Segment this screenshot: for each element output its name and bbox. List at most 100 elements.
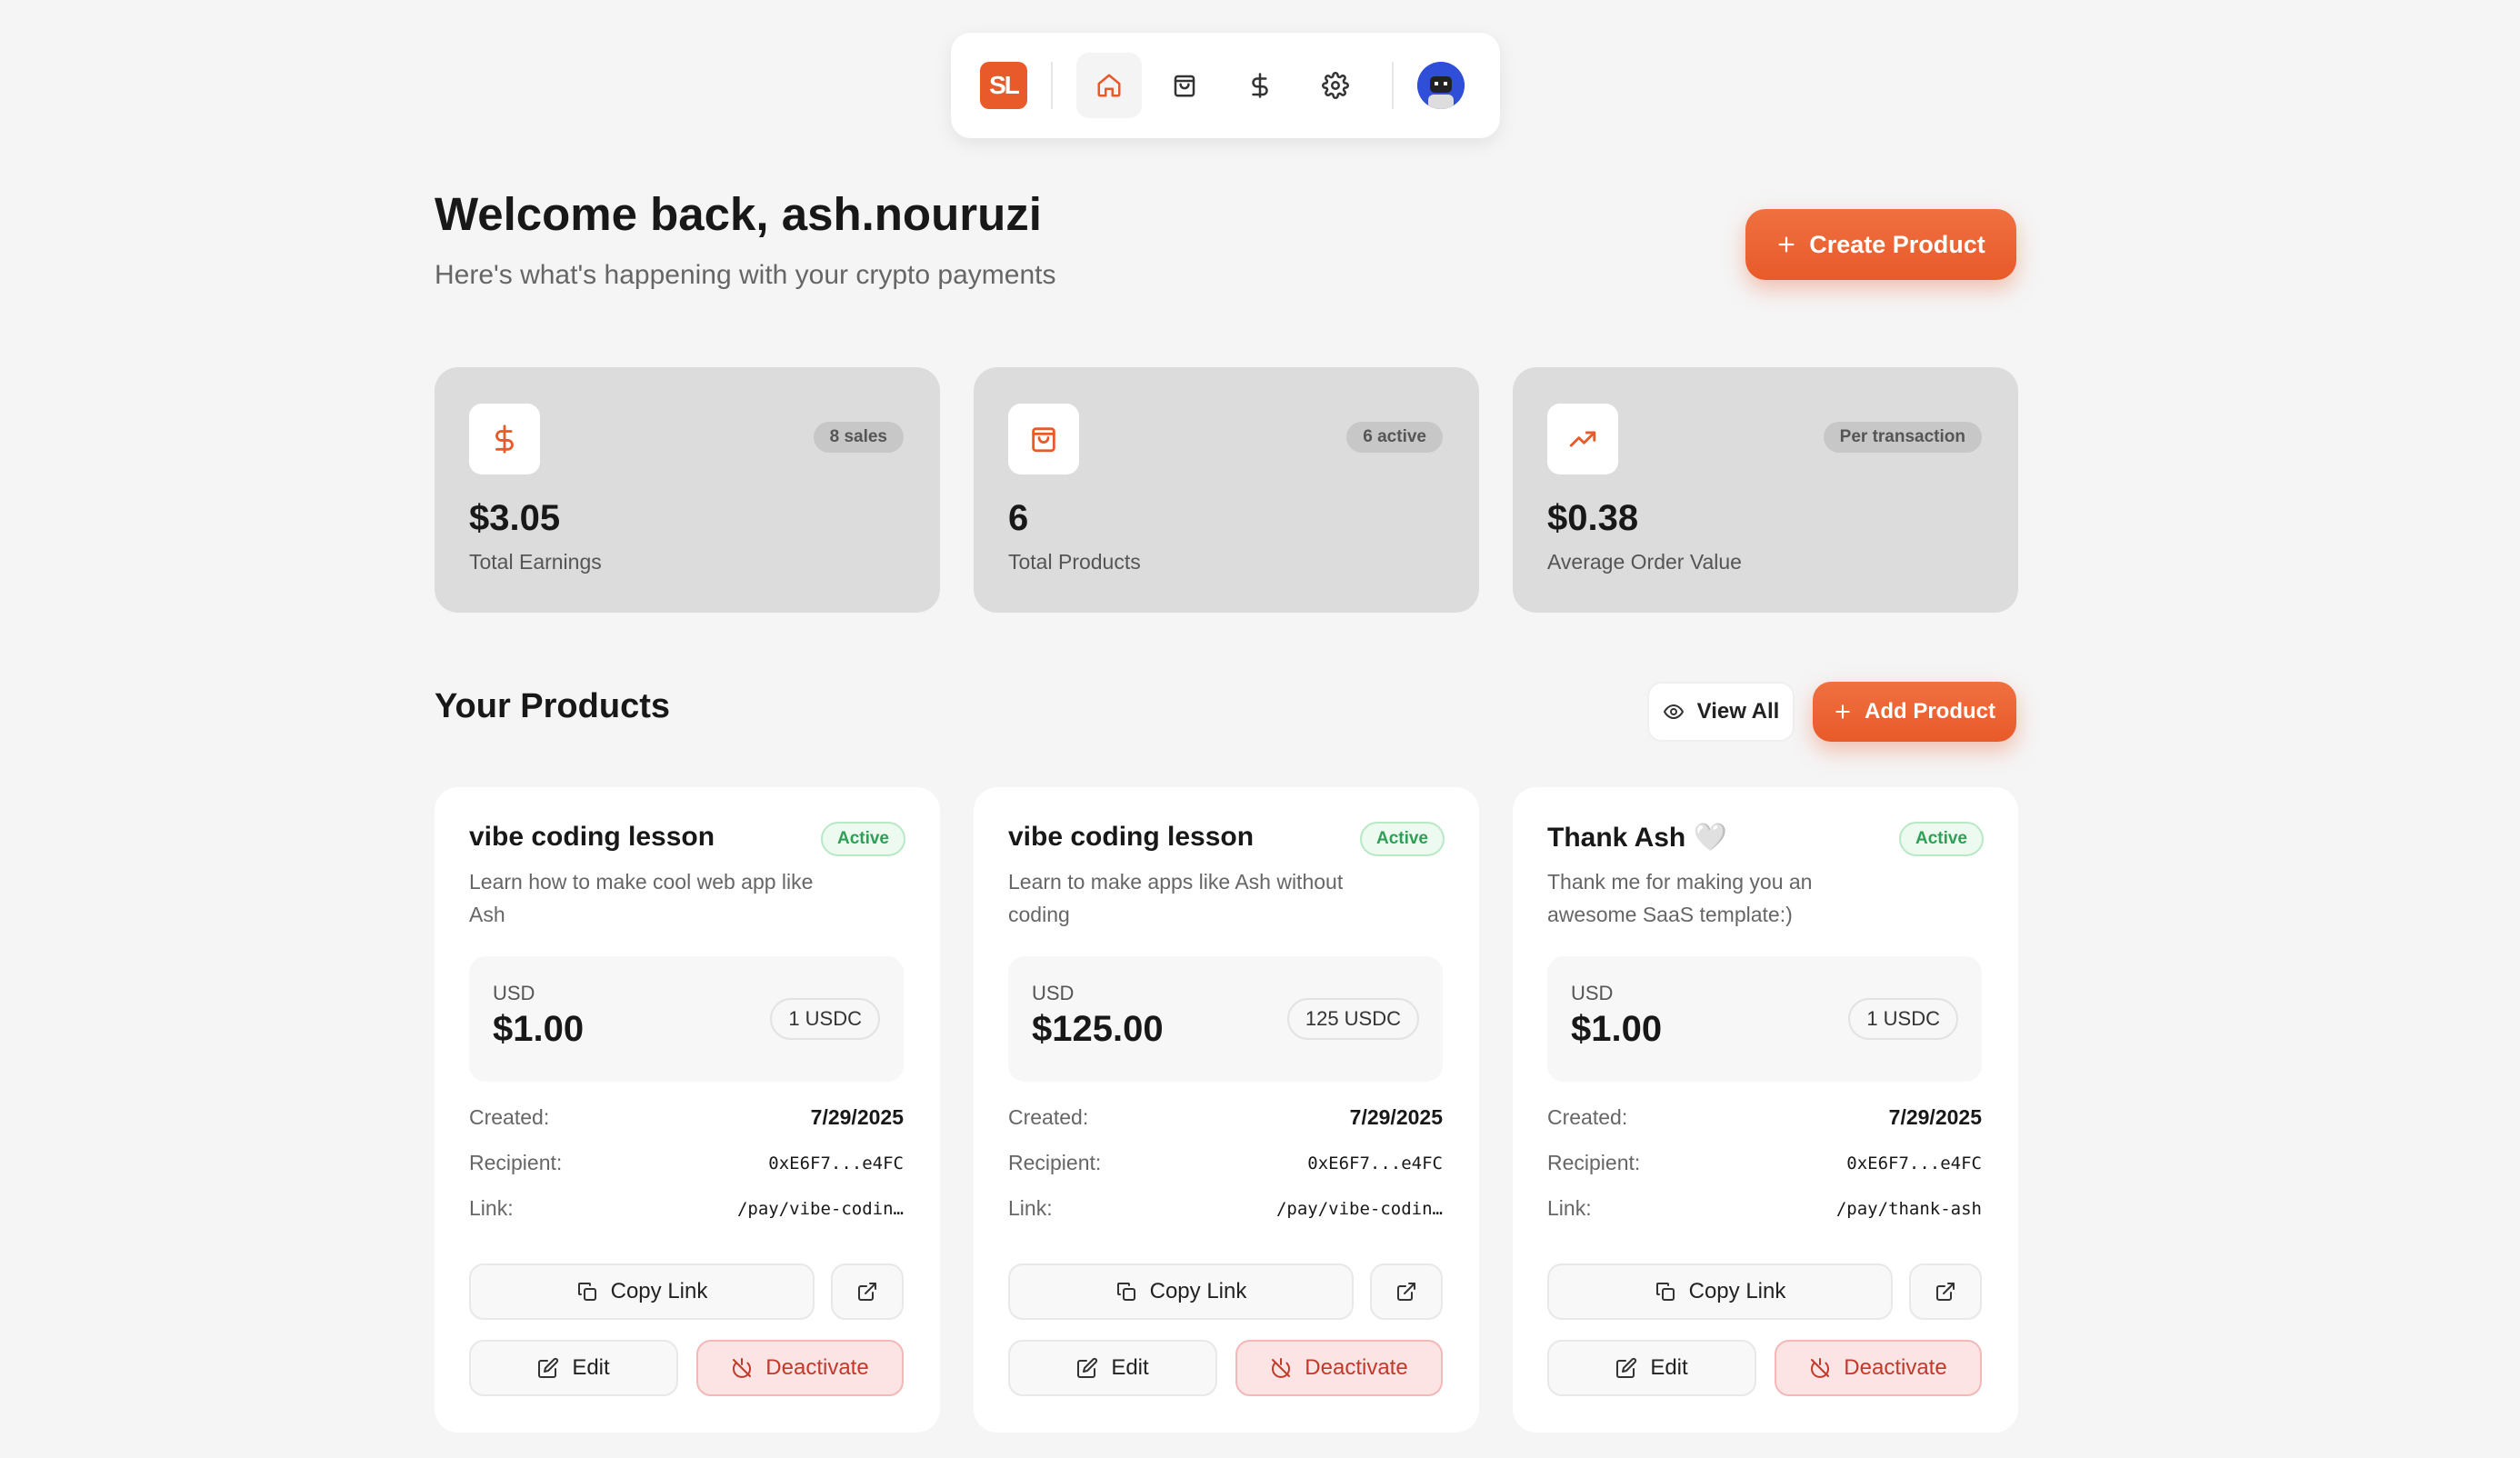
edit-icon [1077,1357,1098,1378]
dollar-icon [1252,73,1268,98]
home-icon [1097,74,1121,97]
user-avatar[interactable] [1417,62,1465,109]
external-link-icon [1936,1283,1955,1301]
recipient-value: 0xE6F7...e4FC [1307,1153,1443,1173]
nav-home-button[interactable] [1076,53,1142,118]
section-title: Your Products [435,687,670,725]
add-product-label: Add Product [1865,699,1995,724]
price-currency: USD [1032,982,1075,1004]
add-product-button[interactable]: Add Product [1813,682,2016,742]
edit-button[interactable]: Edit [469,1340,678,1396]
edit-label: Edit [1650,1355,1688,1380]
settings-icon [1322,72,1349,99]
created-row: Created: 7/29/2025 [1008,1105,1443,1130]
eye-icon [1663,704,1684,719]
status-badge: Active [820,822,905,856]
price-box: USD $125.00 125 USDC [1008,956,1443,1082]
nav-settings-button[interactable] [1303,53,1368,118]
product-card: Thank Ash 🤍 Active Thank me for making y… [1513,787,2018,1433]
dollar-icon [495,424,514,454]
top-nav: SL [951,33,1500,138]
link-row: Link: /pay/thank-ash [1547,1196,1982,1221]
stat-label: Total Products [1008,550,1141,574]
deactivate-label: Deactivate [1305,1355,1408,1380]
created-row: Created: 7/29/2025 [1547,1105,1982,1130]
link-row: Link: /pay/vibe-codin… [1008,1196,1443,1221]
nav-divider [1051,62,1053,109]
copy-icon [1655,1283,1675,1301]
stat-card-earnings: 8 sales $3.05 Total Earnings [435,367,940,613]
price-amount: $1.00 [1571,1009,1663,1049]
edit-button[interactable]: Edit [1008,1340,1217,1396]
plus-icon [1835,704,1850,719]
copy-icon [1116,1283,1135,1301]
create-product-label: Create Product [1809,230,1985,258]
link-label: Link: [1008,1196,1053,1220]
recipient-row: Recipient: 0xE6F7...e4FC [1547,1151,1982,1175]
stat-icon-box [1008,404,1079,474]
price-currency: USD [1571,982,1614,1004]
price-box: USD $1.00 1 USDC [469,956,904,1082]
stat-icon-box [469,404,540,474]
deactivate-button[interactable]: Deactivate [1235,1340,1443,1396]
copy-icon [577,1283,596,1301]
app-logo[interactable]: SL [980,62,1027,109]
view-all-button[interactable]: View All [1647,682,1795,742]
create-product-button[interactable]: Create Product [1745,209,2016,280]
stat-icon-box [1547,404,1618,474]
product-title: vibe coding lesson [469,822,715,852]
usdc-badge: 1 USDC [770,998,880,1040]
recipient-value: 0xE6F7...e4FC [1846,1153,1982,1173]
nav-products-button[interactable] [1152,53,1217,118]
copy-link-label: Copy Link [1149,1279,1247,1303]
product-card: vibe coding lesson Active Learn how to m… [435,787,940,1433]
deactivate-button[interactable]: Deactivate [696,1340,904,1396]
open-link-button[interactable] [831,1263,904,1320]
product-title: vibe coding lesson [1008,822,1255,852]
link-label: Link: [469,1196,514,1220]
stat-label: Average Order Value [1547,550,1742,574]
plus-icon [1778,236,1795,253]
link-value: /pay/vibe-codin… [736,1198,904,1219]
created-label: Created: [1008,1105,1089,1129]
view-all-label: View All [1696,699,1780,724]
link-value: /pay/vibe-codin… [1275,1198,1443,1219]
nav-payments-button[interactable] [1227,53,1293,118]
page-title: Welcome back, ash.nouruzi [435,188,1042,240]
open-link-button[interactable] [1909,1263,1982,1320]
deactivate-button[interactable]: Deactivate [1775,1340,1982,1396]
deactivate-label: Deactivate [1844,1355,1947,1380]
status-badge: Active [1898,822,1984,856]
stat-badge: 8 sales [813,422,904,453]
copy-link-label: Copy Link [610,1279,708,1303]
power-off-icon [733,1358,752,1378]
recipient-value: 0xE6F7...e4FC [768,1153,904,1173]
created-value: 7/29/2025 [1888,1105,1982,1129]
recipient-row: Recipient: 0xE6F7...e4FC [1008,1151,1443,1175]
price-amount: $125.00 [1032,1009,1164,1049]
link-value: /pay/thank-ash [1835,1198,1982,1219]
avatar-icon [1417,62,1465,109]
stat-value: $0.38 [1547,498,1639,538]
external-link-icon [1397,1283,1415,1301]
copy-link-button[interactable]: Copy Link [1008,1263,1354,1320]
edit-icon [1616,1357,1637,1378]
recipient-label: Recipient: [1547,1151,1641,1174]
open-link-button[interactable] [1370,1263,1443,1320]
copy-link-button[interactable]: Copy Link [469,1263,815,1320]
created-label: Created: [469,1105,550,1129]
stat-value: $3.05 [469,498,561,538]
stat-badge: 6 active [1346,422,1443,453]
stat-card-products: 6 active 6 Total Products [974,367,1479,613]
edit-label: Edit [1111,1355,1149,1380]
product-description: Learn how to make cool web app like Ash [469,870,814,926]
page-subtitle: Here's what's happening with your crypto… [435,260,1056,290]
product-card: vibe coding lesson Active Learn to make … [974,787,1479,1433]
copy-link-button[interactable]: Copy Link [1547,1263,1893,1320]
edit-button[interactable]: Edit [1547,1340,1756,1396]
trending-up-icon [1569,431,1596,447]
stat-value: 6 [1008,498,1029,538]
status-badge: Active [1359,822,1445,856]
edit-label: Edit [572,1355,610,1380]
created-value: 7/29/2025 [1349,1105,1443,1129]
